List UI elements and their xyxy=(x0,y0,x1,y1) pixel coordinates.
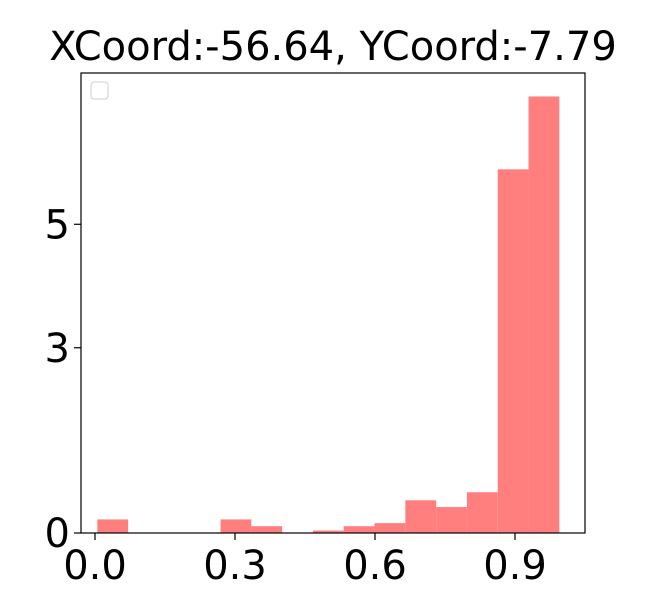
y-tick-label: 0 xyxy=(45,511,70,557)
x-tick-label: 0.9 xyxy=(483,543,547,589)
y-tick-label: 3 xyxy=(45,326,70,372)
x-tick-label: 0.0 xyxy=(63,543,127,589)
histogram-bar xyxy=(436,507,467,533)
histogram-bar xyxy=(497,169,529,533)
histogram-bar xyxy=(251,526,283,533)
histogram-bar xyxy=(312,530,344,533)
x-tick-label: 0.6 xyxy=(343,543,407,589)
histogram-bar xyxy=(220,519,252,533)
histogram-bar xyxy=(528,96,560,534)
histogram-bar xyxy=(374,523,406,533)
histogram-bars xyxy=(97,96,560,534)
chart-title: XCoord:-56.64, YCoord:-7.79 xyxy=(49,24,617,70)
histogram-bar xyxy=(97,519,129,533)
legend-box xyxy=(90,81,109,100)
y-axis-ticks: 0 3 5 xyxy=(45,202,81,557)
histogram-bar xyxy=(343,526,375,533)
histogram-bar xyxy=(405,500,437,533)
x-axis-ticks: 0.0 0.3 0.6 0.9 xyxy=(63,533,547,589)
y-tick-label: 5 xyxy=(45,202,70,248)
histogram-bar xyxy=(466,492,498,533)
x-tick-label: 0.3 xyxy=(203,543,267,589)
axes-frame xyxy=(80,72,586,534)
